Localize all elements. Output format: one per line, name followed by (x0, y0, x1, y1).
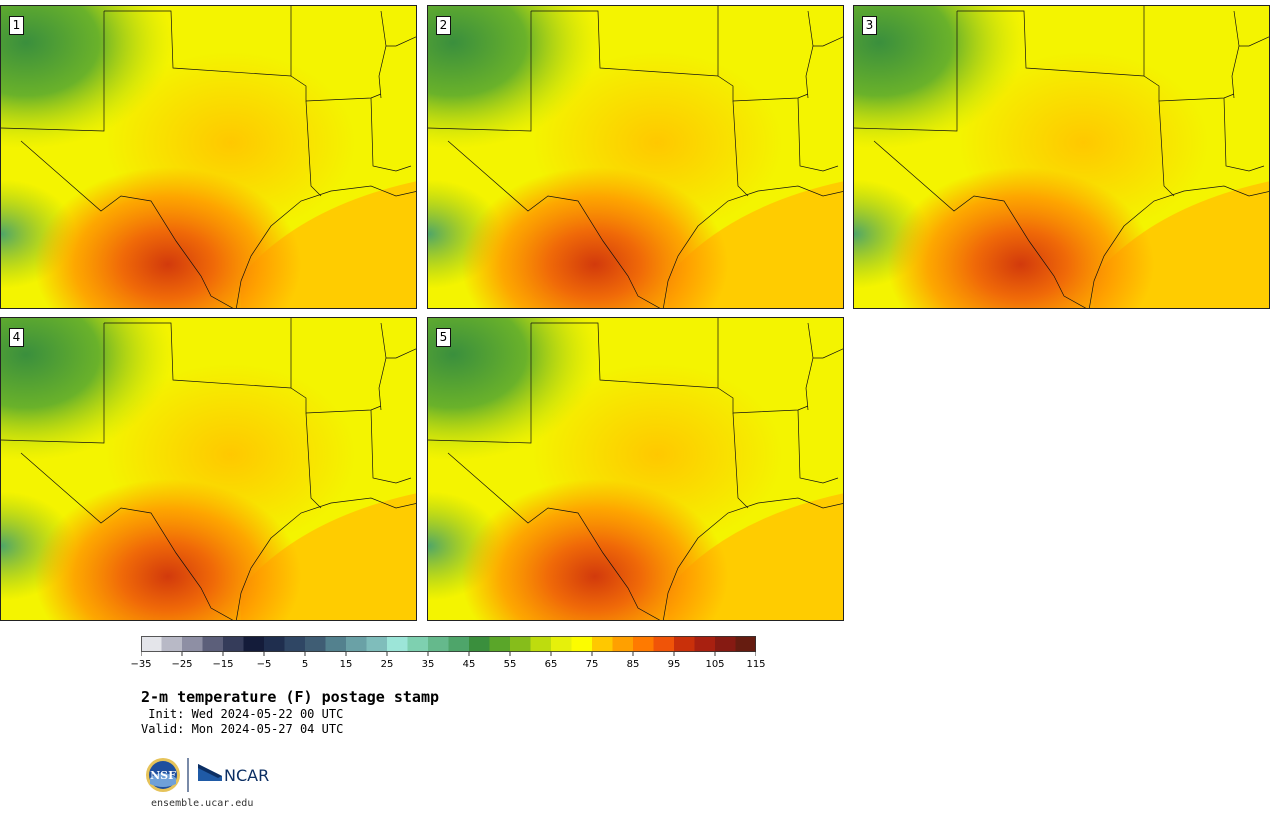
colorbar-tick-label: 35 (421, 659, 435, 670)
colorbar-bin (694, 636, 716, 652)
colorbar-bin (202, 636, 224, 652)
logos: NSF NCAR (146, 758, 269, 792)
ncar-logo: NCAR (198, 764, 269, 785)
colorbar-bin (592, 636, 613, 652)
colorbar-bin (633, 636, 654, 652)
init-time: Init: Wed 2024-05-22 00 UTC (141, 707, 344, 721)
colorbar-bin (448, 636, 470, 652)
temperature-map-2 (428, 6, 843, 308)
valid-time: Valid: Mon 2024-05-27 04 UTC (141, 722, 344, 736)
chart-title: 2-m temperature (F) postage stamp (141, 688, 440, 706)
colorbar-bin (161, 636, 183, 652)
colorbar-bin (305, 636, 326, 652)
colorbar-bin (264, 636, 285, 652)
colorbar-bin (653, 636, 675, 652)
colorbar-bin (489, 636, 511, 652)
colorbar-tick-label: 115 (746, 659, 766, 670)
colorbar-tick-label: 105 (705, 659, 725, 670)
colorbar-tick-label: 25 (380, 659, 394, 670)
member-panel-5: 5 (427, 317, 844, 621)
temperature-map-1 (1, 6, 416, 308)
member-label: 3 (862, 16, 877, 35)
colorbar-bin (141, 636, 162, 652)
colorbar-bin (551, 636, 572, 652)
colorbar-tick-label: −15 (212, 659, 234, 670)
colorbar-tick-label: −35 (130, 659, 152, 670)
colorbar-bin (469, 636, 490, 652)
colorbar-tick-label: −25 (171, 659, 193, 670)
colorbar-bin (510, 636, 531, 652)
colorbar-bin (182, 636, 203, 652)
colorbar-tick-label: 85 (626, 659, 640, 670)
colorbar-tick-label: 5 (301, 659, 309, 670)
colorbar-tick-label: 75 (585, 659, 599, 670)
colorbar-tick-label: 65 (544, 659, 558, 670)
nsf-logo: NSF (146, 758, 180, 792)
temperature-map-5 (428, 318, 843, 620)
colorbar-bin (530, 636, 552, 652)
colorbar-bin (325, 636, 347, 652)
member-label: 2 (436, 16, 451, 35)
colorbar-bin (428, 636, 449, 652)
colorbar-bin (387, 636, 408, 652)
colorbar-bin (284, 636, 306, 652)
colorbar (141, 636, 756, 656)
colorbar-tick-label: 95 (667, 659, 681, 670)
ncar-logo-text: NCAR (224, 766, 269, 785)
colorbar-bin (715, 636, 736, 652)
colorbar-bin (612, 636, 634, 652)
colorbar-bin (407, 636, 429, 652)
colorbar-tick-label: −5 (256, 659, 272, 670)
colorbar-tick-labels: −35 −25 −15 −5 5 15 25 35 45 55 65 75 85 95 105 115 (0, 659, 1280, 673)
temperature-map-4 (1, 318, 416, 620)
colorbar-outline (141, 636, 756, 652)
colorbar-bin (346, 636, 367, 652)
colorbar-tick-label: 45 (462, 659, 476, 670)
colorbar-bin (674, 636, 695, 652)
website-link[interactable]: ensemble.ucar.edu (151, 798, 254, 809)
temperature-map-3 (854, 6, 1269, 308)
nsf-logo-text: NSF (150, 769, 176, 782)
member-panel-4: 4 (0, 317, 417, 621)
member-panel-2: 2 (427, 5, 844, 309)
colorbar-bin (735, 636, 756, 652)
colorbar-bin (243, 636, 265, 652)
colorbar-bin (571, 636, 593, 652)
colorbar-bin (366, 636, 388, 652)
member-panel-3: 3 (853, 5, 1270, 309)
member-label: 4 (9, 328, 24, 347)
member-panel-1: 1 (0, 5, 417, 309)
colorbar-tick-label: 55 (503, 659, 517, 670)
colorbar-bin (223, 636, 244, 652)
member-label: 1 (9, 16, 24, 35)
colorbar-tick-label: 15 (339, 659, 353, 670)
member-label: 5 (436, 328, 451, 347)
